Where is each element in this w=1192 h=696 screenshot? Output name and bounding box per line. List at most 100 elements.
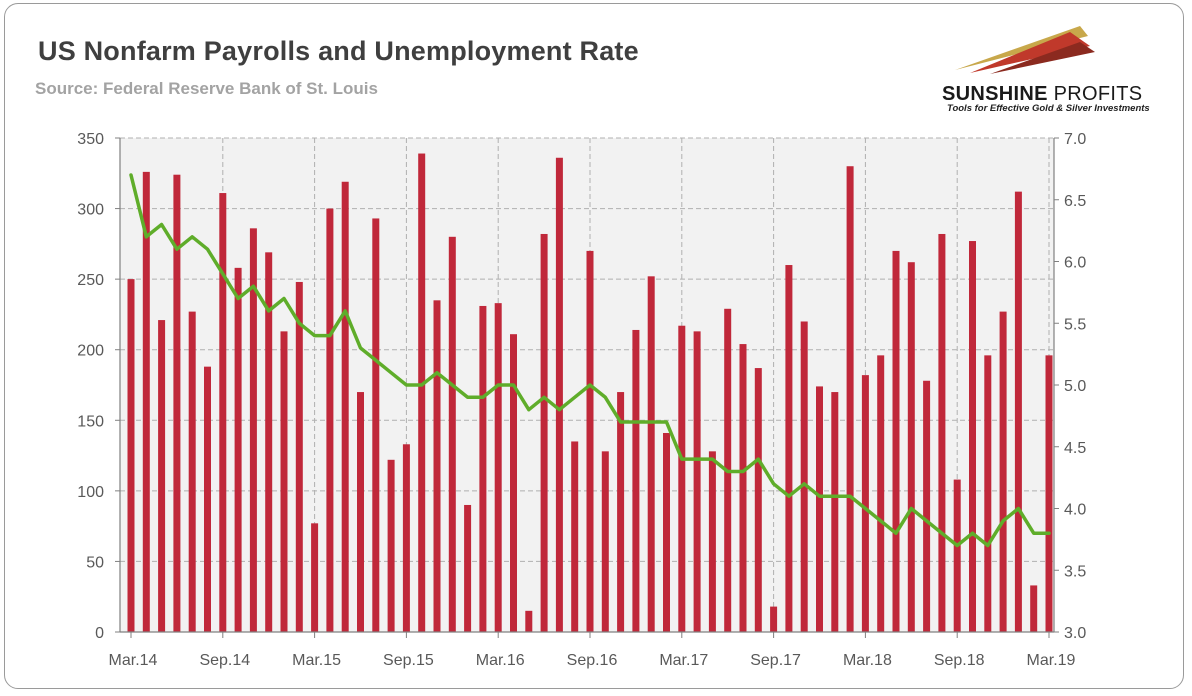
bar <box>402 444 410 632</box>
logo-ray-red <box>970 32 1090 73</box>
y-right-tick-label: 3.0 <box>1064 625 1086 642</box>
bar <box>601 451 609 632</box>
logo-name-part2: PROFITS <box>1047 83 1143 105</box>
bar <box>249 228 257 632</box>
bar <box>494 303 502 632</box>
y-left-tick-label: 50 <box>86 554 104 571</box>
x-tick-label: Mar.15 <box>292 652 341 669</box>
y-left-tick-label: 250 <box>77 272 104 289</box>
y-right-tick-label: 6.5 <box>1064 193 1086 210</box>
logo-ray-dark <box>990 42 1095 74</box>
logo-name-part1: SUNSHINE <box>942 83 1048 105</box>
bar <box>617 392 625 632</box>
bar <box>265 252 273 632</box>
bar <box>311 523 319 632</box>
bar <box>877 355 885 632</box>
y-right-tick-label: 7.0 <box>1064 131 1086 148</box>
y-right-tick-label: 3.5 <box>1064 563 1086 580</box>
bar <box>234 267 242 632</box>
x-tick-label: Sep.15 <box>383 652 434 669</box>
bar <box>1045 355 1053 632</box>
bar <box>127 279 135 632</box>
bar <box>540 233 548 632</box>
tick-labels: 350 300 250 200 150 100 50 0 7.0 6.5 6.0 5.5 5.0 4.5 4… <box>77 131 1086 669</box>
bar <box>142 171 150 633</box>
bar <box>188 311 196 632</box>
bar <box>555 157 563 632</box>
bar <box>280 331 288 632</box>
bar <box>770 606 778 632</box>
bar <box>861 375 869 632</box>
y-left-tick-label: 200 <box>77 343 104 360</box>
bar <box>372 218 380 633</box>
y-right-tick-label: 4.0 <box>1064 502 1086 519</box>
bar <box>938 233 946 632</box>
y-right-tick-label: 5.0 <box>1064 378 1086 395</box>
y-left-tick-label: 100 <box>77 484 104 501</box>
logo-mark <box>955 26 1095 74</box>
line-series <box>129 173 1051 548</box>
y-right-tick-label: 6.0 <box>1064 255 1086 272</box>
bar <box>433 300 441 632</box>
y-right-tick-label: 5.5 <box>1064 316 1086 333</box>
y-left-tick-label: 150 <box>77 413 104 430</box>
logo-ray-gold <box>955 26 1088 70</box>
x-tick-label: Sep.16 <box>567 652 618 669</box>
x-tick-label: Mar.16 <box>476 652 525 669</box>
unemployment-line <box>129 173 1051 548</box>
bar <box>448 236 456 633</box>
bar <box>892 250 900 632</box>
bar <box>173 174 181 632</box>
bar <box>632 329 640 632</box>
bar <box>1014 191 1022 633</box>
y-left-tick-label: 350 <box>77 131 104 148</box>
y-left-tick-label: 300 <box>77 202 104 219</box>
x-tick-label: Mar.17 <box>659 652 708 669</box>
bar <box>1030 585 1038 632</box>
bar <box>800 321 808 632</box>
x-tick-label: Sep.17 <box>750 652 801 669</box>
bar <box>586 250 594 632</box>
x-tick-label: Sep.18 <box>934 652 985 669</box>
bar <box>158 320 166 632</box>
bar-series <box>127 153 1053 633</box>
y-left-tick-label: 0 <box>95 625 104 642</box>
bar <box>693 331 701 632</box>
bar <box>418 153 426 633</box>
bar <box>341 181 349 633</box>
x-tick-label: Mar.14 <box>109 652 158 669</box>
y-right-tick-label: 4.5 <box>1064 440 1086 457</box>
bar <box>647 276 655 632</box>
bar <box>204 366 211 632</box>
bar <box>708 451 716 632</box>
x-tick-label: Mar.18 <box>843 652 892 669</box>
bar <box>387 459 395 632</box>
bar <box>739 344 747 632</box>
bar <box>953 479 961 632</box>
bar <box>923 380 931 632</box>
bar <box>357 392 364 632</box>
bar <box>464 504 472 632</box>
bar <box>326 208 334 633</box>
chart-subtitle: Source: Federal Reserve Bank of St. Loui… <box>35 79 378 98</box>
bar <box>999 311 1007 632</box>
bar <box>219 193 227 632</box>
bar <box>785 265 793 632</box>
bar <box>969 241 976 632</box>
x-tick-label: Mar.19 <box>1027 652 1076 669</box>
axes <box>115 137 1059 638</box>
bar <box>678 325 686 632</box>
bar <box>816 386 823 632</box>
bar <box>663 432 670 632</box>
x-tick-label: Sep.14 <box>199 652 250 669</box>
bar <box>846 166 854 632</box>
bar <box>984 355 992 632</box>
bar <box>754 368 762 632</box>
bar <box>907 262 915 632</box>
bar <box>571 441 579 632</box>
chart-title: US Nonfarm Payrolls and Unemployment Rat… <box>38 36 639 66</box>
bar <box>479 305 487 632</box>
logo-name: SUNSHINE PROFITS <box>942 83 1142 106</box>
bar <box>295 281 303 632</box>
